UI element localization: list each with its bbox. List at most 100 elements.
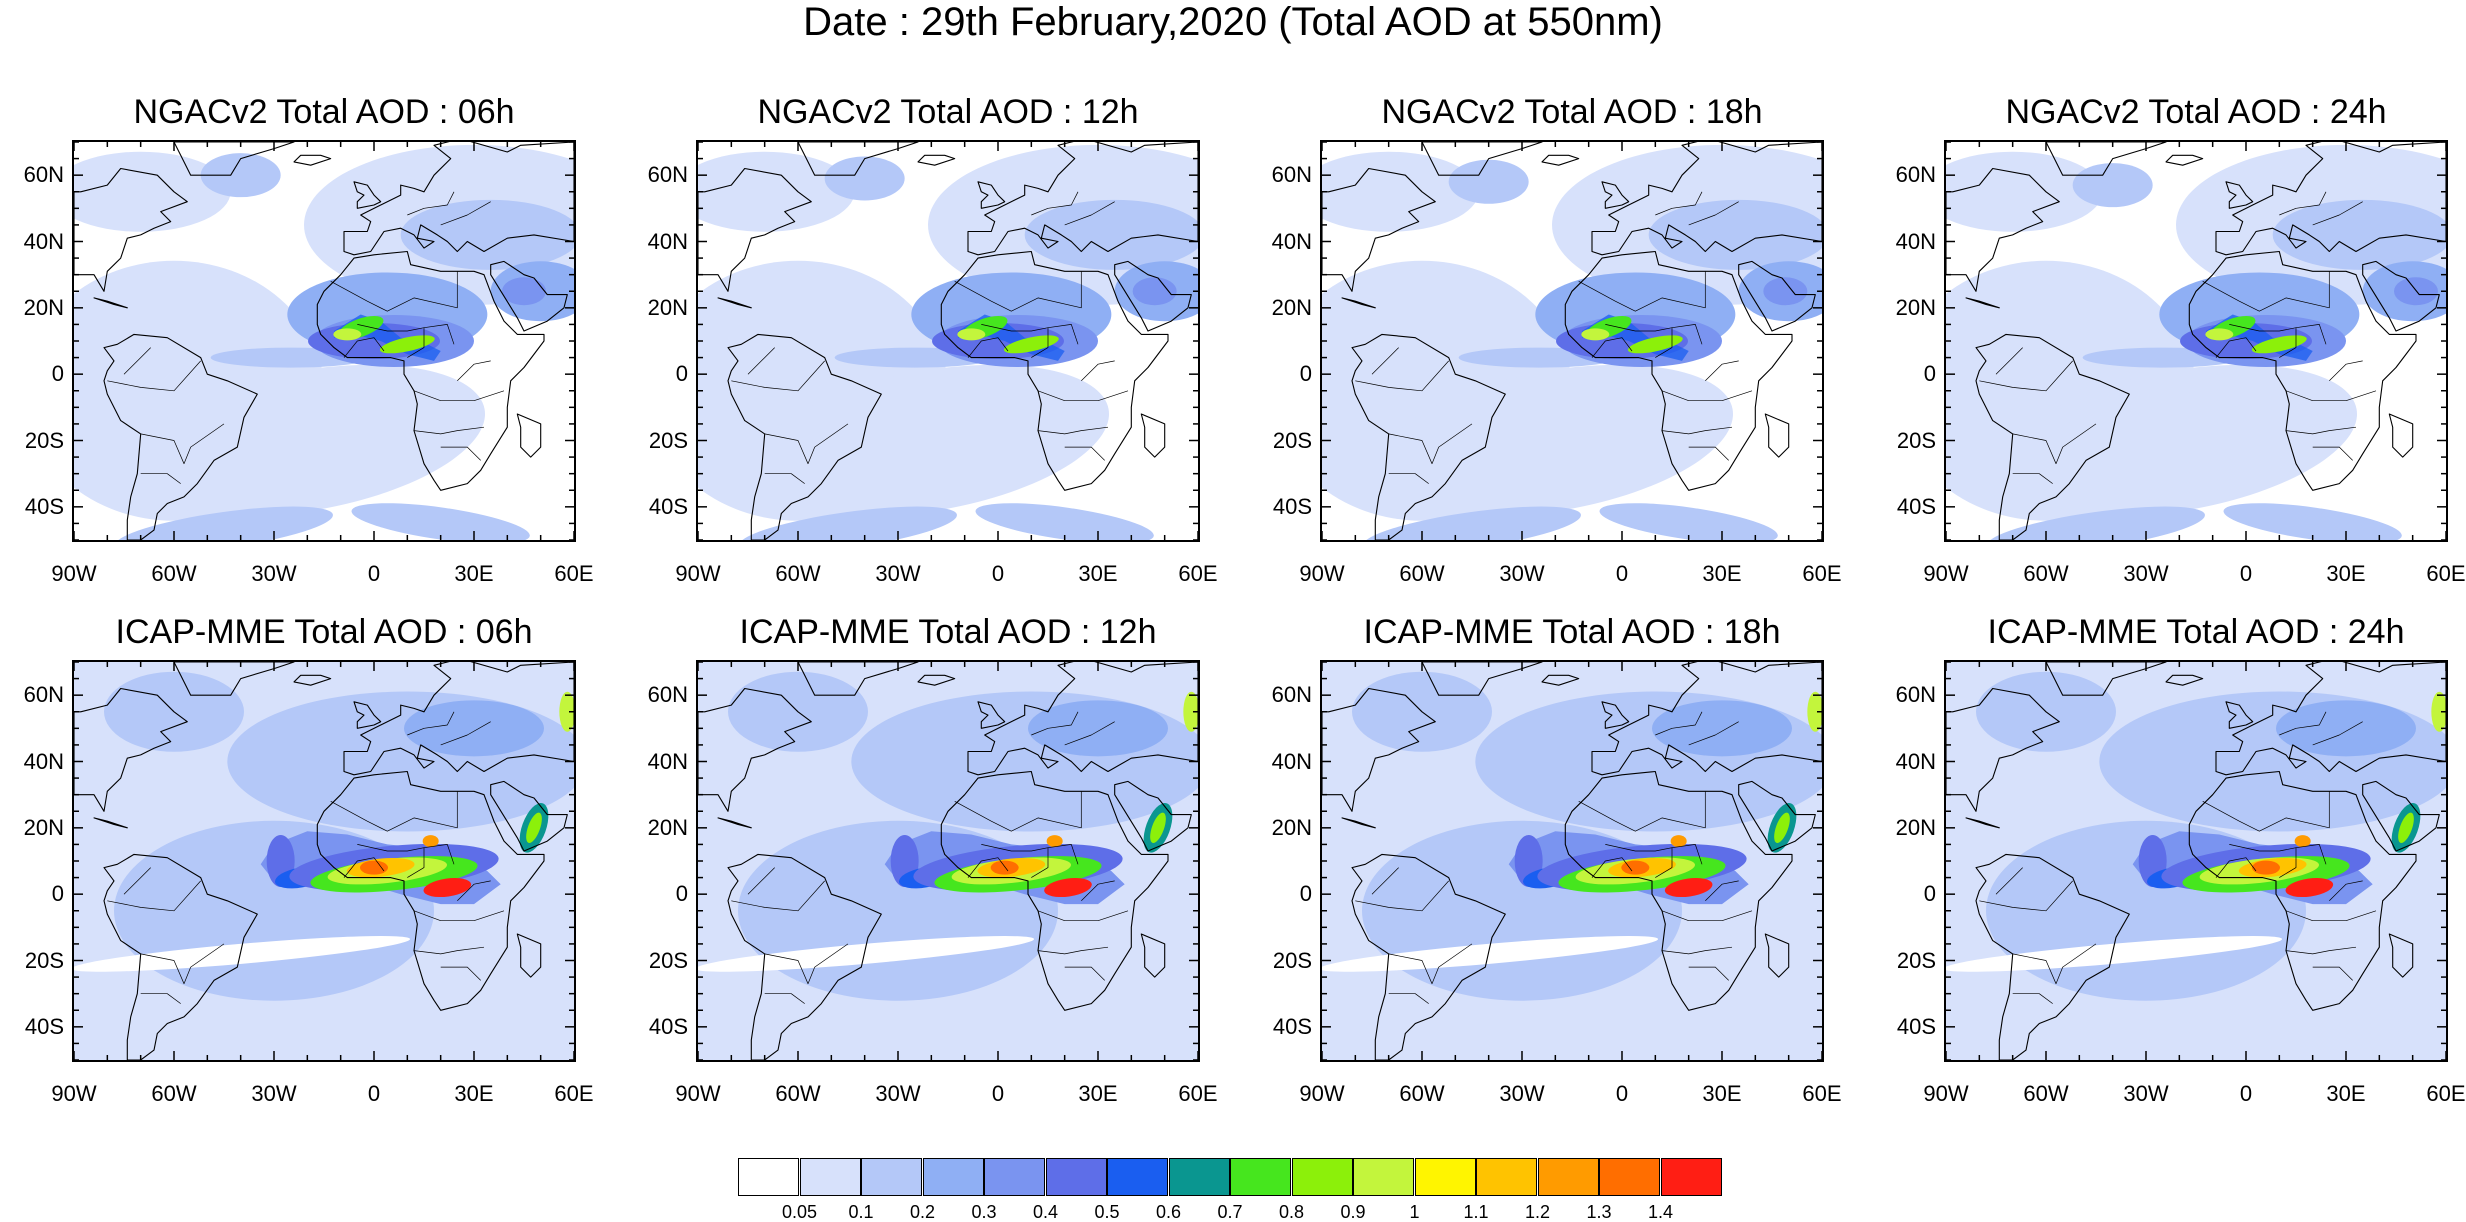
lon-tick-label: 90W (1299, 1081, 1345, 1106)
colorbar-label: 0.3 (971, 1202, 997, 1222)
lon-tick-label: 90W (1923, 561, 1969, 586)
panel-title: ICAP-MME Total AOD : 06h (115, 613, 533, 651)
lon-tick-label: 30E (1702, 561, 1742, 586)
colorbar-swatch (1230, 1158, 1291, 1196)
lat-tick-label: 0 (675, 361, 688, 387)
lat-tick-label: 20S (648, 947, 688, 973)
map-frame (72, 660, 576, 1062)
lat-tick-label: 0 (675, 881, 688, 907)
map-frame (696, 660, 1200, 1062)
lon-tick-label: 0 (2239, 561, 2253, 586)
map-panel-icap-12h: ICAP-MME Total AOD : 12h (696, 612, 1200, 1080)
lat-tick-label: 60N (647, 162, 688, 188)
lon-tick-label: 0 (2239, 1081, 2253, 1106)
lon-tick-label: 60W (775, 1081, 821, 1106)
lat-tick-label: 40N (23, 748, 64, 774)
lon-tick-label: 30E (2326, 1081, 2366, 1106)
lat-tick-label: 60N (23, 682, 64, 708)
colorbar-label: 0.4 (1032, 1202, 1059, 1222)
lon-tick-label: 60E (1178, 561, 1218, 586)
colorbar-swatch (1291, 1158, 1353, 1196)
lon-tick-label: 30W (875, 1081, 921, 1106)
lon-tick-label: 60W (775, 561, 821, 586)
lat-tick-label: 20N (1895, 294, 1936, 320)
lon-tick-label: 30W (1499, 561, 1545, 586)
lon-tick-label: 30E (2326, 561, 2366, 586)
map-panel-ngac-06h: NGACv2 Total AOD : 06h (72, 92, 576, 560)
lat-tick-label: 60N (23, 162, 64, 188)
lat-tick-label: 40S (1896, 493, 1936, 519)
colorbar-swatch (1107, 1158, 1168, 1196)
aod-map (698, 662, 1198, 1060)
lat-tick-label: 60N (1271, 682, 1312, 708)
aod-map (1322, 142, 1822, 540)
lat-tick-label: 20N (23, 814, 64, 840)
lat-tick-label: 40N (1271, 748, 1312, 774)
colorbar-swatch (738, 1158, 799, 1196)
lat-tick-label: 20N (1895, 814, 1936, 840)
lat-tick-label: 0 (1299, 361, 1312, 387)
lon-tick-label: 60E (1802, 1081, 1842, 1106)
lat-tick-label: 20N (647, 294, 688, 320)
panel-title: NGACv2 Total AOD : 18h (1381, 93, 1763, 131)
colorbar-swatch (1660, 1158, 1722, 1196)
lat-tick-label: 20N (23, 294, 64, 320)
lon-tick-label: 30W (2123, 1081, 2169, 1106)
colorbar-swatch (984, 1158, 1045, 1196)
colorbar-swatch (1537, 1158, 1599, 1196)
lon-tick-label: 90W (675, 1081, 721, 1106)
colorbar-label: 0.2 (909, 1202, 936, 1222)
lon-tick-label: 60E (2426, 1081, 2466, 1106)
lon-tick-label: 60W (151, 561, 197, 586)
lat-tick-label: 20S (24, 427, 64, 453)
colorbar-label: 1.2 (1524, 1202, 1551, 1222)
lon-tick-label: 0 (367, 561, 381, 586)
map-panel-ngac-18h: NGACv2 Total AOD : 18h (1320, 92, 1824, 560)
lat-tick-label: 0 (51, 881, 64, 907)
lon-tick-label: 90W (1299, 561, 1345, 586)
colorbar-label: 0.6 (1155, 1202, 1182, 1222)
lon-tick-label: 0 (991, 561, 1005, 586)
lon-tick-label: 0 (1615, 561, 1629, 586)
lon-tick-label: 60W (151, 1081, 197, 1106)
colorbar-swatch (1168, 1158, 1230, 1196)
map-panel-icap-24h: ICAP-MME Total AOD : 24h (1944, 612, 2448, 1080)
map-panel-icap-18h: ICAP-MME Total AOD : 18h (1320, 612, 1824, 1080)
map-frame (1944, 140, 2448, 542)
lat-tick-label: 40S (1896, 1013, 1936, 1039)
lon-tick-label: 30E (1078, 1081, 1118, 1106)
lat-tick-label: 20S (1896, 947, 1936, 973)
figure-title: Date : 29th February,2020 (Total AOD at … (803, 0, 1663, 44)
colorbar-swatch (1476, 1158, 1537, 1196)
lat-tick-label: 60N (1895, 682, 1936, 708)
map-frame (1320, 140, 1824, 542)
lat-tick-label: 40S (1272, 493, 1312, 519)
lon-tick-label: 30W (1499, 1081, 1545, 1106)
lat-tick-label: 40N (1271, 228, 1312, 254)
lon-tick-label: 30W (251, 561, 297, 586)
colorbar-label: 0.7 (1217, 1202, 1243, 1222)
colorbar-label: 0.8 (1278, 1202, 1305, 1222)
lat-tick-label: 40S (648, 493, 688, 519)
lon-tick-label: 90W (51, 561, 97, 586)
lon-tick-label: 90W (675, 561, 721, 586)
lon-tick-label: 60E (1178, 1081, 1218, 1106)
colorbar-swatch (799, 1158, 861, 1196)
colorbar-swatch (1353, 1158, 1414, 1196)
lon-tick-label: 0 (991, 1081, 1005, 1106)
lon-tick-label: 30W (251, 1081, 297, 1106)
lon-tick-label: 30E (454, 1081, 494, 1106)
lat-tick-label: 40S (1272, 1013, 1312, 1039)
lon-tick-label: 0 (367, 1081, 381, 1106)
lat-tick-label: 20N (1271, 814, 1312, 840)
lat-tick-label: 0 (1923, 881, 1936, 907)
lat-tick-label: 40S (24, 1013, 64, 1039)
colorbar-label: 1 (1409, 1202, 1420, 1222)
map-frame (72, 140, 576, 542)
lat-tick-label: 40N (647, 748, 688, 774)
panel-title: NGACv2 Total AOD : 12h (757, 93, 1139, 131)
lat-tick-label: 20S (648, 427, 688, 453)
colorbar-swatch (861, 1158, 922, 1196)
colorbar-label: 1.3 (1586, 1202, 1612, 1222)
lat-tick-label: 0 (1299, 881, 1312, 907)
